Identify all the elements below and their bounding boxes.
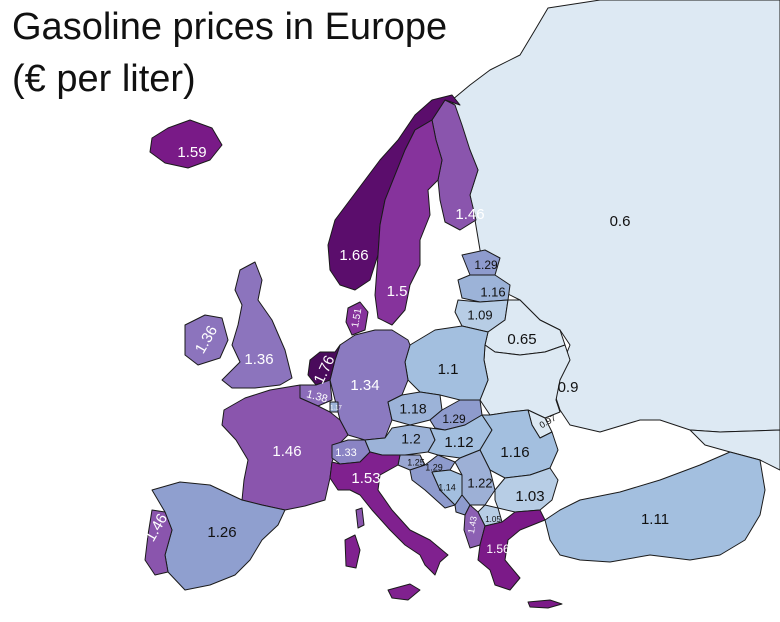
region-poland[interactable] xyxy=(404,325,489,401)
price-label-latvia: 1.16 xyxy=(480,284,505,299)
price-label-france: 1.46 xyxy=(272,443,301,460)
price-label-switzerland: 1.33 xyxy=(335,447,356,459)
price-label-greece: 1.56 xyxy=(486,542,510,556)
region-sicily[interactable] xyxy=(387,583,421,601)
price-label-luxembourg: 1.17 xyxy=(330,406,342,412)
price-label-croatia: 1.29 xyxy=(425,462,443,472)
region-kazakhstan[interactable] xyxy=(689,429,780,471)
price-label-spain: 1.26 xyxy=(207,524,236,541)
price-label-albania: 1.43 xyxy=(466,515,479,534)
region-netherlands[interactable] xyxy=(307,344,341,386)
price-label-poland: 1.1 xyxy=(438,361,459,378)
price-label-lithuania: 1.09 xyxy=(467,307,492,322)
price-label-czechia: 1.18 xyxy=(399,401,426,417)
price-label-belarus: 0.65 xyxy=(507,331,536,348)
map-title-line1: Gasoline prices in Europe xyxy=(12,6,448,48)
region-serbia[interactable] xyxy=(454,449,496,506)
price-label-hungary: 1.12 xyxy=(444,434,473,451)
price-label-turkey: 1.11 xyxy=(641,511,669,528)
price-label-romania: 1.16 xyxy=(500,444,529,461)
price-label-austria: 1.2 xyxy=(401,431,421,447)
region-greece[interactable] xyxy=(477,509,546,591)
price-label-estonia: 1.29 xyxy=(474,258,498,272)
region-luxembourg[interactable] xyxy=(329,401,339,413)
map-title-line2: (€ per liter) xyxy=(12,58,196,100)
price-label-finland: 1.46 xyxy=(455,206,484,223)
region-corsica[interactable] xyxy=(355,507,365,529)
price-label-iceland: 1.59 xyxy=(177,144,206,161)
price-label-slovenia: 1.25 xyxy=(407,457,425,467)
region-sardinia[interactable] xyxy=(344,534,361,569)
price-label-russia: 0.6 xyxy=(610,213,631,230)
region-turkey[interactable] xyxy=(544,451,766,563)
region-estonia[interactable] xyxy=(461,249,501,276)
price-label-macedonia: 1.05 xyxy=(485,515,501,524)
region-uk[interactable] xyxy=(221,261,293,389)
region-italy[interactable] xyxy=(329,451,449,576)
price-label-ukraine: 0.9 xyxy=(558,379,579,396)
price-label-belgium: 1.38 xyxy=(305,388,329,405)
region-bulgaria[interactable] xyxy=(494,467,559,513)
price-label-italy: 1.53 xyxy=(351,470,380,487)
region-latvia[interactable] xyxy=(457,274,511,303)
price-label-slovakia: 1.29 xyxy=(442,412,466,426)
price-label-uk: 1.36 xyxy=(244,351,273,368)
region-portugal[interactable] xyxy=(144,509,173,576)
price-label-denmark: 1.51 xyxy=(350,307,364,329)
price-label-norway: 1.66 xyxy=(339,247,368,264)
region-ukraine[interactable] xyxy=(479,344,571,419)
region-ireland[interactable] xyxy=(184,314,229,366)
price-label-bosnia: 1.14 xyxy=(438,482,456,492)
price-label-germany: 1.34 xyxy=(350,377,379,394)
price-label-serbia: 1.22 xyxy=(467,475,492,490)
price-label-sweden: 1.5 xyxy=(387,283,408,300)
price-label-bulgaria: 1.03 xyxy=(515,488,544,505)
region-crete[interactable] xyxy=(527,599,563,609)
region-denmark[interactable] xyxy=(345,301,369,336)
region-iceland[interactable] xyxy=(149,119,223,169)
region-sweden[interactable] xyxy=(374,119,443,326)
region-norway[interactable] xyxy=(327,94,461,291)
